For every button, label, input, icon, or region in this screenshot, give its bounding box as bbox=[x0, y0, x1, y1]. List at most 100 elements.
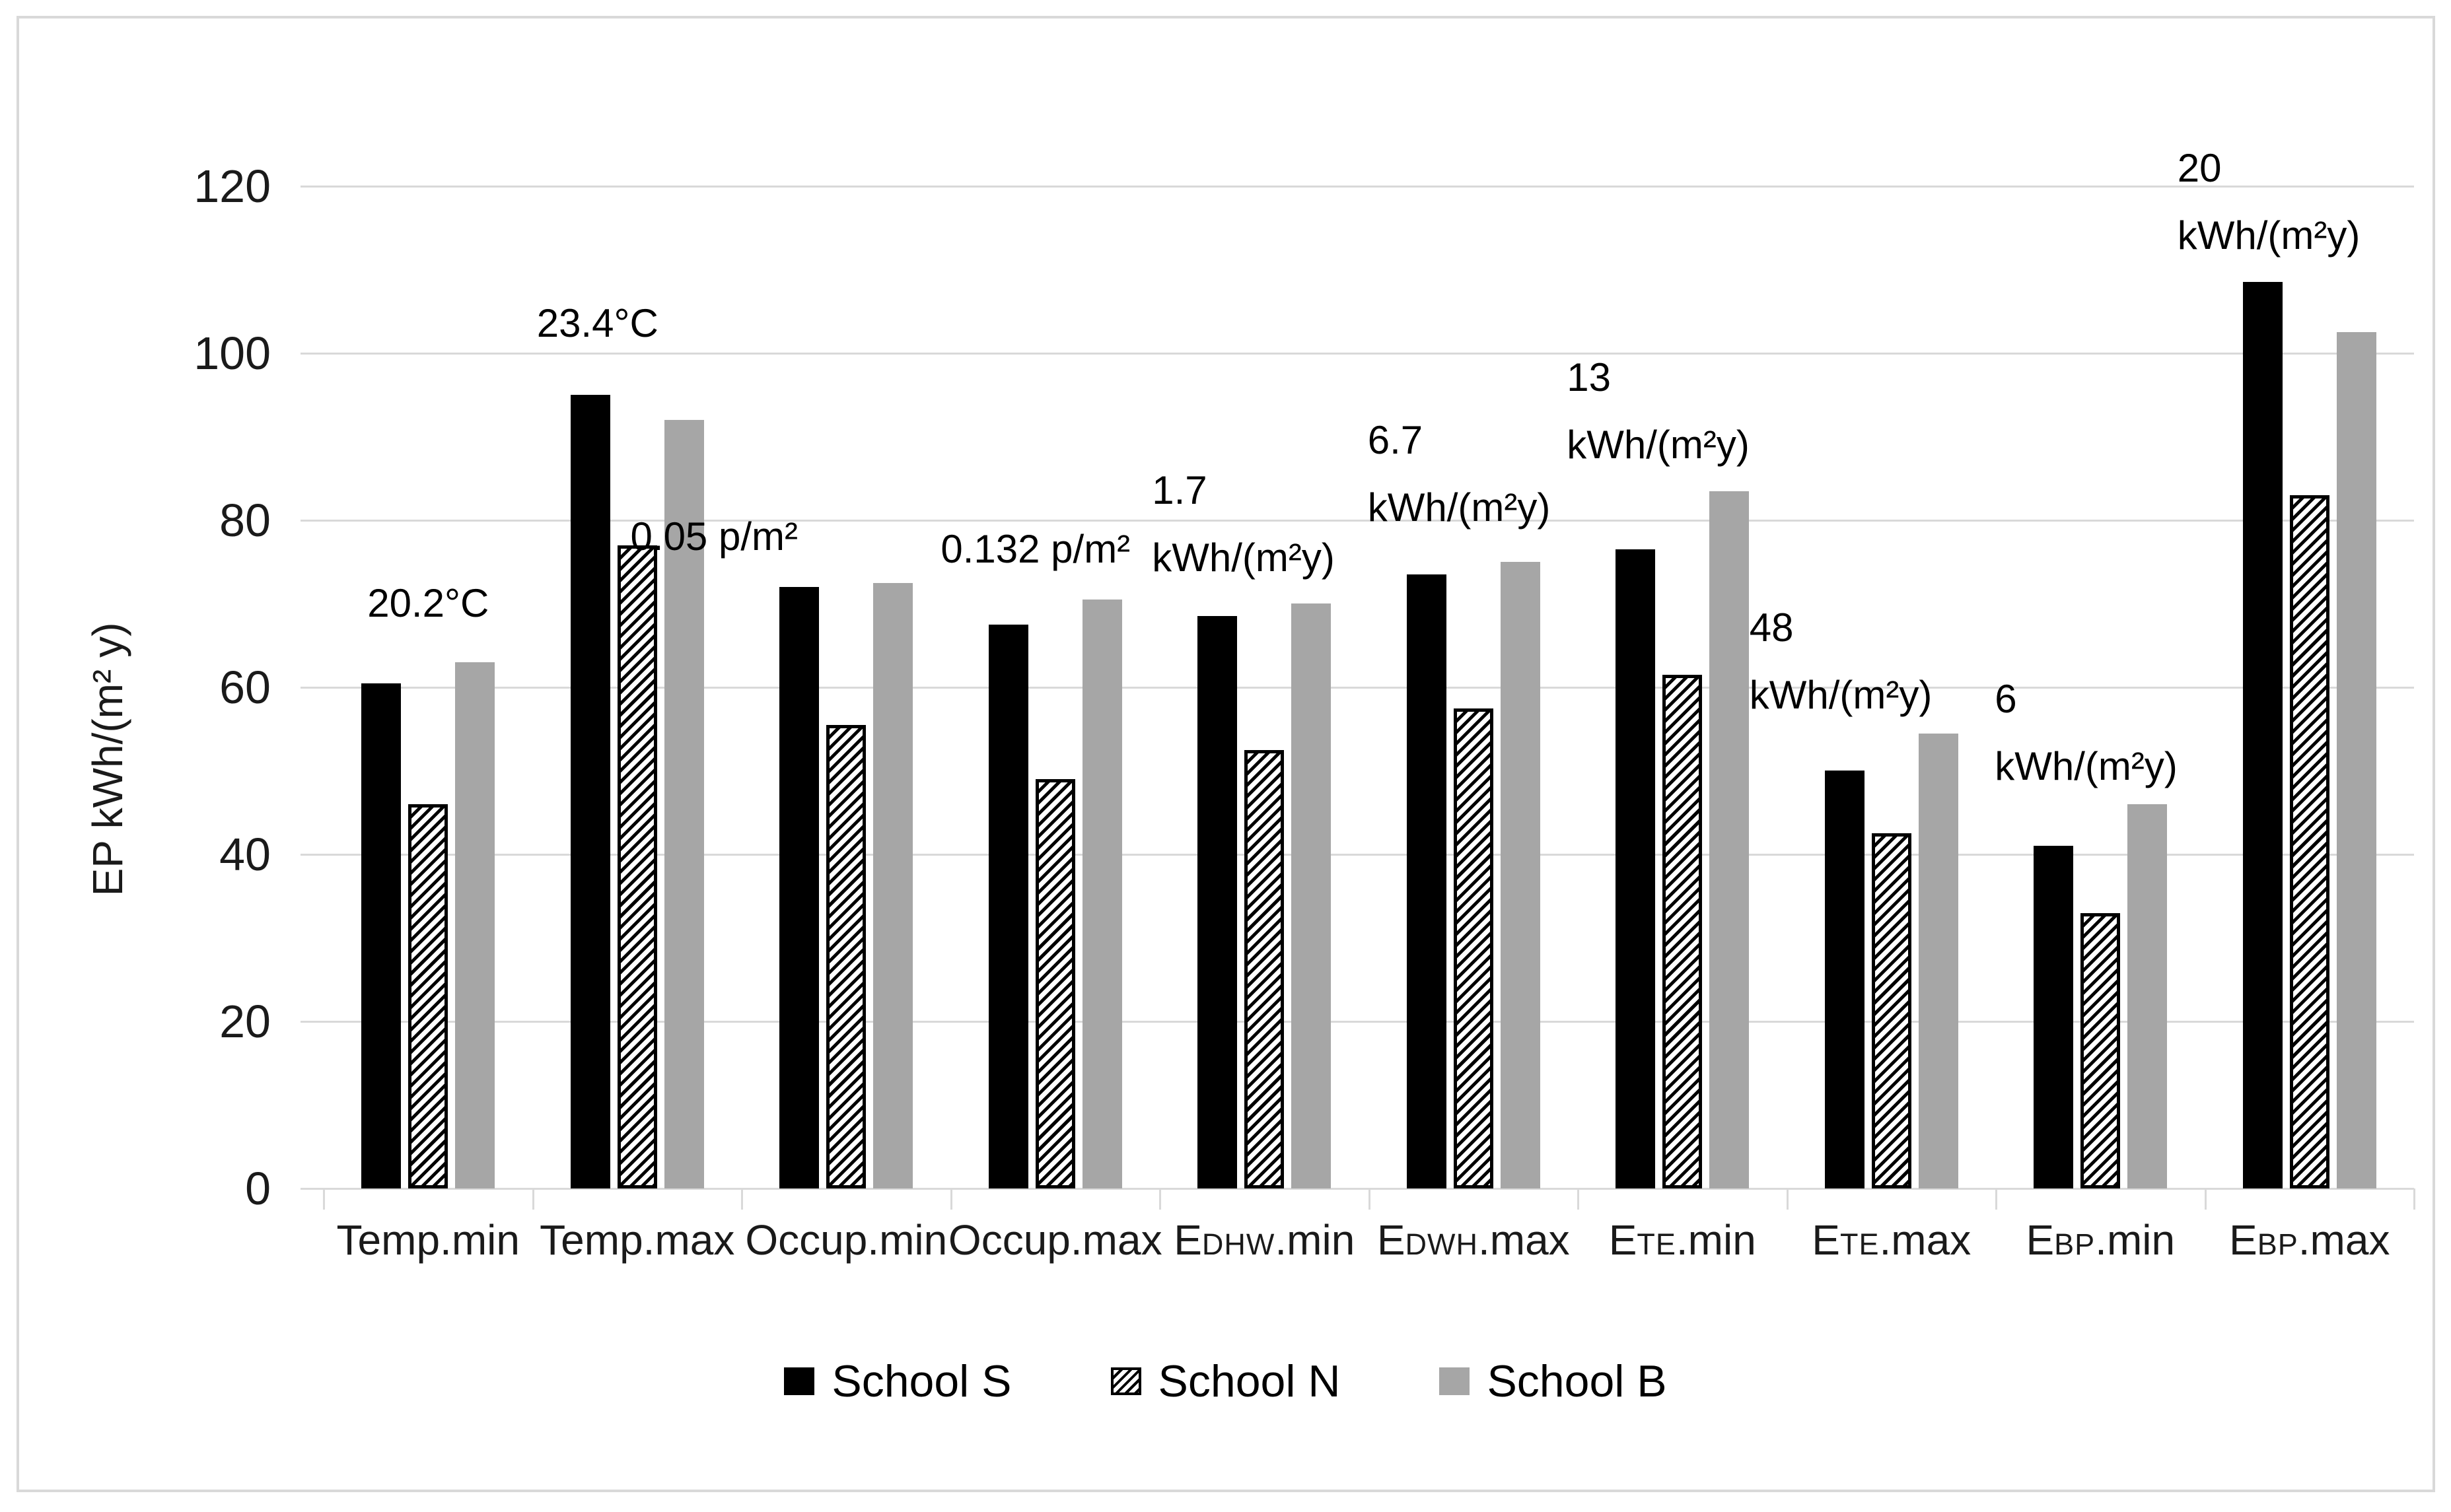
legend-label: School S bbox=[832, 1356, 1012, 1406]
x-axis-label-EBP.max: EBP.max bbox=[2197, 1216, 2422, 1268]
bar-school-s-Temp.max bbox=[571, 395, 610, 1188]
legend-swatch-school-b bbox=[1439, 1367, 1470, 1395]
y-axis-title: EP kWh/(m² y) bbox=[81, 495, 134, 1023]
bar-school-n-EDWH.max bbox=[1454, 708, 1493, 1188]
y-tick-100 bbox=[301, 353, 324, 355]
bar-school-s-EDHW.min bbox=[1197, 616, 1237, 1188]
x-label-pre: Occup bbox=[745, 1216, 868, 1264]
bar-school-n-Temp.min bbox=[408, 804, 448, 1188]
x-tick-4 bbox=[1159, 1188, 1161, 1210]
y-axis-label-100: 100 bbox=[194, 327, 271, 379]
x-tick-10 bbox=[2413, 1188, 2415, 1210]
x-label-pre: E bbox=[2026, 1216, 2055, 1264]
bar-school-s-ETE.min bbox=[1616, 549, 1655, 1188]
y-tick-120 bbox=[301, 186, 324, 188]
y-axis-label-120: 120 bbox=[194, 160, 271, 212]
x-label-subscript: BP bbox=[2257, 1227, 2298, 1261]
y-axis-label-40: 40 bbox=[219, 829, 271, 880]
annotation-line: 13 bbox=[1567, 355, 1611, 399]
bar-school-s-ETE.max bbox=[1825, 771, 1865, 1188]
annotation-EDWH.max: 6.7 kWh/(m²y) bbox=[1368, 407, 1551, 541]
bar-school-n-EBP.min bbox=[2080, 913, 2120, 1188]
x-tick-0 bbox=[323, 1188, 325, 1210]
bar-school-n-Occup.min bbox=[826, 725, 866, 1188]
x-tick-8 bbox=[1995, 1188, 1997, 1210]
x-axis-label-ETE.min: ETE.min bbox=[1570, 1216, 1794, 1268]
bar-school-s-Occup.max bbox=[989, 625, 1028, 1188]
x-label-post: .min bbox=[1275, 1216, 1355, 1264]
x-axis-label-ETE.max: ETE.max bbox=[1779, 1216, 2004, 1268]
y-axis-label-0: 0 bbox=[245, 1163, 271, 1214]
x-tick-5 bbox=[1368, 1188, 1370, 1210]
bar-school-n-ETE.max bbox=[1872, 833, 1911, 1188]
x-label-post: .min bbox=[1676, 1216, 1756, 1264]
bar-school-b-EBP.max bbox=[2337, 332, 2376, 1188]
y-tick-0 bbox=[301, 1188, 324, 1190]
annotation-line: 6.7 bbox=[1367, 418, 1423, 462]
annotation-line: 20 bbox=[2177, 146, 2222, 190]
annotation-ETE.min: 13 kWh/(m²y) bbox=[1567, 344, 1750, 479]
annotation-line: 20.2°C bbox=[367, 581, 489, 625]
bar-school-b-Occup.max bbox=[1083, 600, 1122, 1188]
annotation-line: 48 bbox=[1749, 605, 1794, 650]
x-label-post: .max bbox=[1477, 1216, 1570, 1264]
chart-figure: 0 20 40 60 80 100 120 Temp.min Temp.max Occup.mi… bbox=[17, 16, 2435, 1492]
legend-item-school-n: School N bbox=[1110, 1355, 1341, 1408]
x-label-pre: E bbox=[1376, 1216, 1405, 1264]
x-label-post: .min bbox=[440, 1216, 520, 1264]
bar-school-n-Temp.max bbox=[618, 545, 657, 1188]
annotation-Temp.max: 23.4°C bbox=[537, 290, 658, 357]
gridline-20 bbox=[324, 1021, 2414, 1023]
annotation-ETE.max: 48 kWh/(m²y) bbox=[1750, 594, 1933, 729]
bar-school-n-EBP.max bbox=[2290, 495, 2329, 1188]
bar-school-s-EBP.max bbox=[2243, 282, 2283, 1188]
legend: School S School N School B bbox=[0, 1355, 2451, 1408]
legend-item-school-s: School S bbox=[784, 1355, 1012, 1408]
x-axis-label-Temp.max: Temp.max bbox=[525, 1216, 750, 1264]
y-tick-20 bbox=[301, 1021, 324, 1023]
x-tick-6 bbox=[1577, 1188, 1579, 1210]
bar-school-n-ETE.min bbox=[1662, 675, 1702, 1188]
y-axis-title-text: EP kWh/(m² y) bbox=[84, 622, 131, 897]
annotation-EBP.max: 20 kWh/(m²y) bbox=[2178, 135, 2361, 269]
x-tick-2 bbox=[741, 1188, 743, 1210]
legend-item-school-b: School B bbox=[1439, 1355, 1667, 1408]
bar-school-n-Occup.max bbox=[1036, 779, 1075, 1188]
bar-school-b-ETE.min bbox=[1709, 491, 1749, 1188]
x-label-pre: Temp bbox=[336, 1216, 441, 1264]
annotation-line: kWh/(m²y) bbox=[1995, 744, 2178, 788]
y-tick-40 bbox=[301, 854, 324, 856]
x-tick-1 bbox=[532, 1188, 534, 1210]
annotation-line: kWh/(m²y) bbox=[1749, 673, 1933, 717]
x-label-post: .max bbox=[1879, 1216, 1971, 1264]
bar-school-b-ETE.max bbox=[1919, 734, 1958, 1188]
annotation-line: kWh/(m²y) bbox=[1367, 485, 1551, 530]
y-axis-label-80: 80 bbox=[219, 495, 271, 546]
x-label-pre: E bbox=[1174, 1216, 1202, 1264]
bar-school-b-Temp.min bbox=[455, 662, 495, 1188]
bar-school-b-EBP.min bbox=[2127, 804, 2167, 1188]
x-tick-3 bbox=[950, 1188, 952, 1210]
gridline-100 bbox=[324, 353, 2414, 355]
x-label-subscript: BP bbox=[2054, 1227, 2096, 1261]
annotation-EDHW.min: 1.7 kWh/(m²y) bbox=[1152, 457, 1335, 592]
bar-school-b-EDHW.min bbox=[1291, 603, 1331, 1188]
x-axis-label-EBP.min: EBP.min bbox=[1988, 1216, 2213, 1268]
y-axis-label-60: 60 bbox=[219, 662, 271, 713]
x-label-pre: E bbox=[1812, 1216, 1840, 1264]
x-tick-9 bbox=[2204, 1188, 2207, 1210]
bar-school-s-EDWH.max bbox=[1407, 574, 1446, 1188]
x-axis-label-Occup.max: Occup.max bbox=[943, 1216, 1168, 1264]
legend-label: School B bbox=[1487, 1356, 1667, 1406]
annotation-line: 6 bbox=[1995, 677, 2017, 721]
annotation-line: kWh/(m²y) bbox=[2177, 213, 2361, 258]
x-label-post: .max bbox=[1070, 1216, 1162, 1264]
x-axis-label-Temp.min: Temp.min bbox=[316, 1216, 540, 1264]
y-axis-label-20: 20 bbox=[219, 996, 271, 1047]
annotation-line: 0.132 p/m² bbox=[941, 527, 1131, 571]
annotation-Temp.min: 20.2°C bbox=[367, 570, 489, 637]
annotation-Occup.min: 0.05 p/m² bbox=[631, 503, 798, 570]
legend-label: School N bbox=[1158, 1356, 1341, 1406]
